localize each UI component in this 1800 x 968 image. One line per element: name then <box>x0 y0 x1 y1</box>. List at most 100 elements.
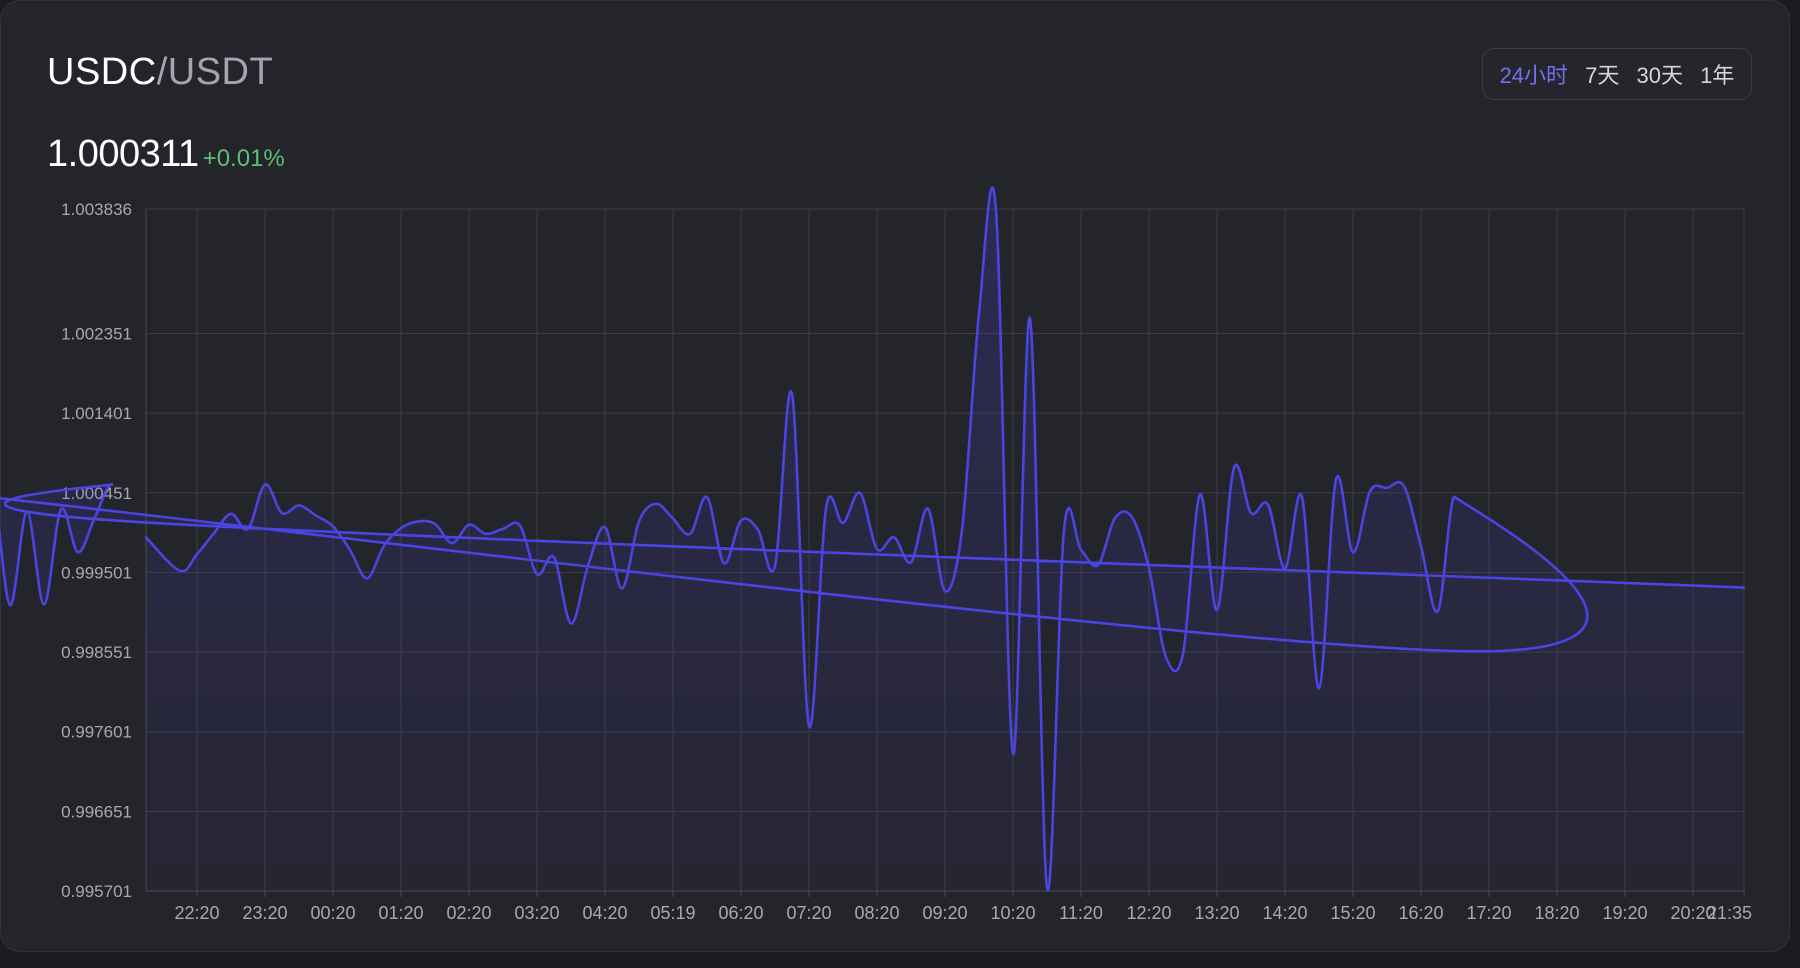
base-symbol: USDC <box>47 51 157 93</box>
data-point <box>145 536 147 539</box>
y-tick-label: 0.995701 <box>61 882 132 901</box>
data-point <box>1454 496 1456 498</box>
data-point <box>1080 549 1082 551</box>
y-tick-label: 1.002351 <box>61 324 132 343</box>
data-point <box>502 528 504 530</box>
data-point <box>604 526 606 528</box>
data-point <box>570 622 572 625</box>
data-point <box>111 483 113 486</box>
data-point <box>1437 610 1439 612</box>
x-tick-label: 00:20 <box>310 903 355 923</box>
data-point <box>128 520 130 523</box>
data-point <box>1063 529 1065 531</box>
data-point <box>689 533 691 535</box>
data-point <box>706 496 708 498</box>
data-point <box>757 529 759 531</box>
data-point <box>910 561 912 564</box>
data-point <box>1233 466 1235 469</box>
data-point <box>1012 752 1014 755</box>
data-point <box>842 522 844 524</box>
data-point <box>1216 609 1218 611</box>
data-point <box>332 525 334 528</box>
data-point <box>26 511 28 513</box>
data-point <box>349 549 351 551</box>
x-axis: 22:20 23:20 00:20 01:20 02:20 03:20 04:20 05:19… <box>174 903 1752 923</box>
data-point <box>1046 886 1048 889</box>
x-tick-label: 09:20 <box>922 903 967 923</box>
data-point <box>927 508 929 510</box>
data-point <box>247 528 249 530</box>
data-point <box>315 514 317 517</box>
data-point <box>808 725 810 727</box>
pair-separator: / <box>156 51 168 93</box>
quote-symbol: USDT <box>167 51 274 93</box>
data-point <box>791 393 793 395</box>
data-point <box>1029 317 1031 320</box>
range-30d-button[interactable]: 30天 <box>1636 63 1684 88</box>
data-point <box>1420 545 1422 548</box>
data-point <box>1267 503 1269 506</box>
data-point <box>1369 490 1371 493</box>
data-point <box>1352 551 1354 554</box>
data-point <box>485 533 487 535</box>
data-point <box>1386 487 1388 489</box>
x-tick-label: 07:20 <box>786 903 831 923</box>
data-point <box>1199 493 1201 496</box>
range-7d-button[interactable]: 7天 <box>1585 63 1620 88</box>
x-tick-label: 03:20 <box>514 903 559 923</box>
x-tick-label: 08:20 <box>854 903 899 923</box>
data-point <box>43 603 45 606</box>
price-row: 1.000311 +0.01% <box>47 133 285 176</box>
time-range-selector: 24小时 7天 30天 1年 <box>1482 48 1752 100</box>
data-point <box>196 553 198 555</box>
data-point <box>1403 485 1405 488</box>
data-point <box>995 209 997 212</box>
data-point <box>179 570 181 572</box>
data-point <box>60 508 62 511</box>
x-tick-label: 19:20 <box>1602 903 1647 923</box>
data-point <box>417 520 419 523</box>
data-point <box>1335 478 1337 481</box>
y-tick-label: 0.996651 <box>61 802 132 821</box>
data-point <box>1284 567 1286 570</box>
data-point <box>94 516 96 518</box>
x-tick-label: 22:20 <box>174 903 219 923</box>
y-tick-label: 0.997601 <box>61 723 132 742</box>
data-point <box>978 312 980 315</box>
data-point <box>961 529 963 531</box>
data-point <box>366 577 368 580</box>
x-tick-label: 10:20 <box>990 903 1035 923</box>
x-tick-label: 20:20 <box>1670 903 1715 923</box>
data-point <box>468 523 470 526</box>
data-point <box>1097 564 1099 566</box>
range-1y-button[interactable]: 1年 <box>1700 63 1735 88</box>
data-point <box>230 513 232 515</box>
data-point <box>876 548 878 550</box>
x-tick-label: 04:20 <box>582 903 627 923</box>
x-tick-label: 17:20 <box>1466 903 1511 923</box>
data-point <box>859 492 861 494</box>
data-point <box>1148 567 1150 570</box>
data-point <box>1165 656 1167 658</box>
x-tick-label: 15:20 <box>1330 903 1375 923</box>
x-tick-label: 02:20 <box>446 903 491 923</box>
data-point <box>281 512 283 514</box>
x-tick-label: 21:35 <box>1707 903 1752 923</box>
data-point <box>638 520 640 523</box>
data-point <box>434 523 436 525</box>
series-group <box>0 186 1746 892</box>
y-tick-label: 1.001401 <box>61 404 132 423</box>
data-point <box>1131 516 1133 518</box>
data-point <box>298 504 300 507</box>
data-point <box>621 587 623 590</box>
x-tick-label: 14:20 <box>1262 903 1307 923</box>
range-24h-button[interactable]: 24小时 <box>1499 63 1569 88</box>
data-point <box>671 516 673 518</box>
data-point <box>1250 512 1252 514</box>
y-tick-label: 0.998551 <box>61 643 132 662</box>
data-point <box>774 565 776 567</box>
data-point <box>1182 653 1184 655</box>
data-point <box>1743 586 1745 589</box>
data-point <box>77 551 79 554</box>
